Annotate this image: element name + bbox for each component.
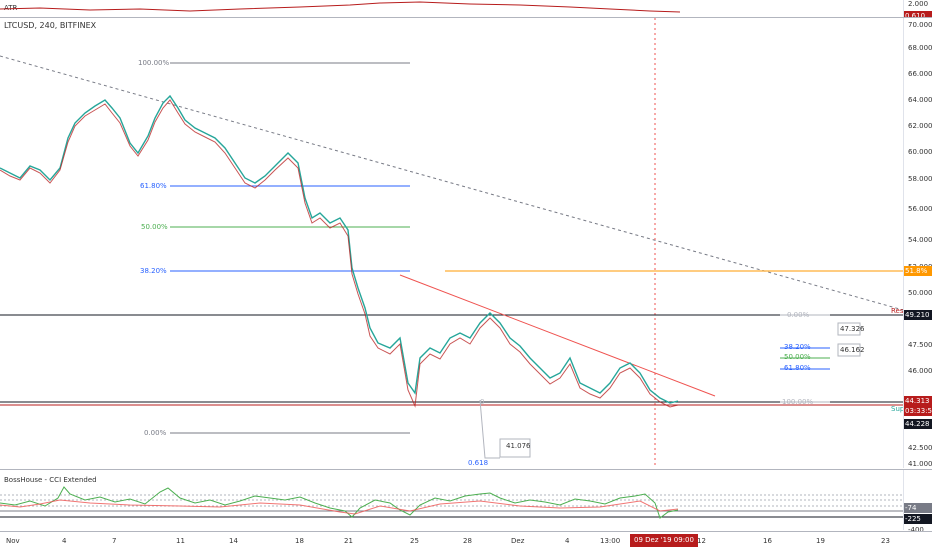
price-axis[interactable]: 70.000 68.000 66.000 64.000 62.000 60.00… bbox=[903, 18, 932, 468]
price-tick: 60.000 bbox=[908, 148, 932, 156]
atr-pane[interactable]: ATR bbox=[0, 0, 903, 17]
atr-indicator-title[interactable]: ATR bbox=[4, 4, 18, 12]
price-tick: 68.000 bbox=[908, 44, 932, 52]
sup-price-tag: 44.228 bbox=[904, 419, 932, 429]
cci-value-tag: -225 bbox=[904, 514, 932, 524]
time-tick: 12 bbox=[697, 537, 706, 545]
symbol-title[interactable]: LTCUSD, 240, BITFINEX bbox=[4, 21, 97, 30]
price-tick: 62.000 bbox=[908, 122, 932, 130]
fib-label-61-8: 61.80% bbox=[140, 182, 167, 190]
time-tick: 13:00 bbox=[600, 537, 621, 545]
res-marker: Res bbox=[891, 307, 904, 315]
time-tick: 18 bbox=[295, 537, 304, 545]
price-tick: 64.000 bbox=[908, 96, 932, 104]
time-tick: 19 bbox=[816, 537, 825, 545]
countdown-tag: 03:33:53 bbox=[904, 406, 932, 416]
pane-separator bbox=[0, 531, 932, 532]
price-tick: 46.000 bbox=[908, 367, 932, 375]
small-zero-label: 0 bbox=[480, 398, 485, 406]
cci-indicator-title[interactable]: BossHouse - CCI Extended bbox=[4, 476, 97, 484]
current-price-tag: 44.313 bbox=[904, 396, 932, 406]
cci-drawing bbox=[0, 486, 903, 519]
atr-value-tag: 0.610 bbox=[904, 11, 932, 21]
orange-level-tag: 51.8% bbox=[904, 266, 932, 276]
price-tick: 47.500 bbox=[908, 341, 932, 349]
time-tick: Nov bbox=[6, 537, 20, 545]
time-tick: 28 bbox=[463, 537, 472, 545]
cci-axis-tick: -400 bbox=[908, 526, 924, 534]
atr-line bbox=[0, 1, 681, 13]
right-fib-label-50: 50.00% bbox=[784, 353, 811, 361]
cci-pane[interactable]: BossHouse - CCI Extended bbox=[0, 470, 903, 530]
right-fib-value-bottom: 46.162 bbox=[840, 346, 865, 354]
cci-value-tag: -74 bbox=[904, 503, 932, 513]
time-tick: 25 bbox=[410, 537, 419, 545]
atr-axis-tick: 2.000 bbox=[908, 0, 929, 8]
right-fib-label-zero: 0.00% bbox=[787, 311, 810, 319]
fib-label-0: 0.00% bbox=[144, 429, 167, 437]
time-tick: 14 bbox=[229, 537, 238, 545]
price-tick: 56.000 bbox=[908, 205, 932, 213]
callout-value: 41.076 bbox=[506, 442, 531, 450]
pane-separator bbox=[0, 17, 932, 18]
selected-time-tag: 09 Dez '19 09:00 bbox=[630, 534, 698, 547]
price-tick: 58.000 bbox=[908, 175, 932, 183]
sup-marker: Sup bbox=[891, 405, 905, 413]
time-tick: 16 bbox=[763, 537, 772, 545]
time-tick: 23 bbox=[881, 537, 890, 545]
right-fib-value-top: 47.326 bbox=[840, 325, 865, 333]
fib-label-100: 100.00% bbox=[138, 59, 170, 67]
price-tick: 50.000 bbox=[908, 289, 932, 297]
price-tick: 70.000 bbox=[908, 21, 932, 29]
time-tick: 4 bbox=[62, 537, 67, 545]
right-fib-label-hundred: 100.00% bbox=[782, 398, 814, 406]
fib-label-50: 50.00% bbox=[141, 223, 168, 231]
time-tick: 21 bbox=[344, 537, 353, 545]
price-tick: 54.000 bbox=[908, 236, 932, 244]
time-tick: 4 bbox=[565, 537, 570, 545]
res-price-tag: 49.210 bbox=[904, 310, 932, 320]
time-tick: 7 bbox=[112, 537, 117, 545]
price-tick: 41.000 bbox=[908, 460, 932, 468]
price-tick: 66.000 bbox=[908, 70, 932, 78]
right-fib-label-61-8: 61.80% bbox=[784, 364, 811, 372]
time-tick: 11 bbox=[176, 537, 185, 545]
right-fib-label-38-2: 38.20% bbox=[784, 343, 811, 351]
time-tick: Dez bbox=[511, 537, 525, 545]
pane-separator bbox=[0, 469, 932, 470]
price-tick: 42.500 bbox=[908, 444, 932, 452]
price-chart-drawing bbox=[0, 18, 903, 468]
fib-label-38-2: 38.20% bbox=[140, 267, 167, 275]
callout-fraction: 0.618 bbox=[468, 459, 489, 467]
time-axis[interactable]: Nov 4 7 11 14 18 21 25 28 Dez 4 13:00 12… bbox=[0, 532, 932, 550]
price-chart-pane[interactable]: LTCUSD, 240, BITFINEX 100.00% 61.80% 50.… bbox=[0, 18, 905, 468]
